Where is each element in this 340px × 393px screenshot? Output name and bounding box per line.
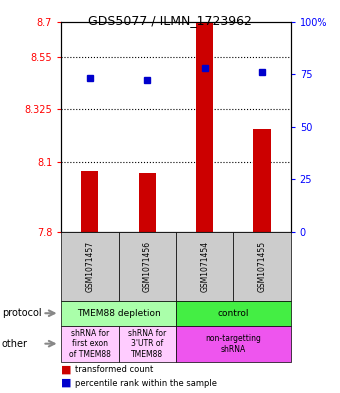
- Text: TMEM88 depletion: TMEM88 depletion: [77, 309, 160, 318]
- Text: shRNA for
3'UTR of
TMEM88: shRNA for 3'UTR of TMEM88: [128, 329, 166, 359]
- Text: GSM1071454: GSM1071454: [200, 241, 209, 292]
- Text: percentile rank within the sample: percentile rank within the sample: [75, 378, 218, 387]
- Text: shRNA for
first exon
of TMEM88: shRNA for first exon of TMEM88: [69, 329, 111, 359]
- Text: control: control: [218, 309, 249, 318]
- Text: transformed count: transformed count: [75, 365, 154, 374]
- Text: ■: ■: [61, 378, 72, 388]
- Text: other: other: [2, 339, 28, 349]
- Bar: [81, 171, 99, 232]
- Bar: [139, 173, 156, 232]
- Text: non-targetting
shRNA: non-targetting shRNA: [205, 334, 261, 354]
- Text: GDS5077 / ILMN_1723962: GDS5077 / ILMN_1723962: [88, 14, 252, 27]
- Text: protocol: protocol: [2, 309, 41, 318]
- Text: GSM1071457: GSM1071457: [85, 241, 95, 292]
- Text: GSM1071456: GSM1071456: [143, 241, 152, 292]
- Text: ■: ■: [61, 364, 72, 374]
- Bar: [253, 129, 271, 232]
- Bar: [196, 22, 213, 232]
- Text: GSM1071455: GSM1071455: [257, 241, 267, 292]
